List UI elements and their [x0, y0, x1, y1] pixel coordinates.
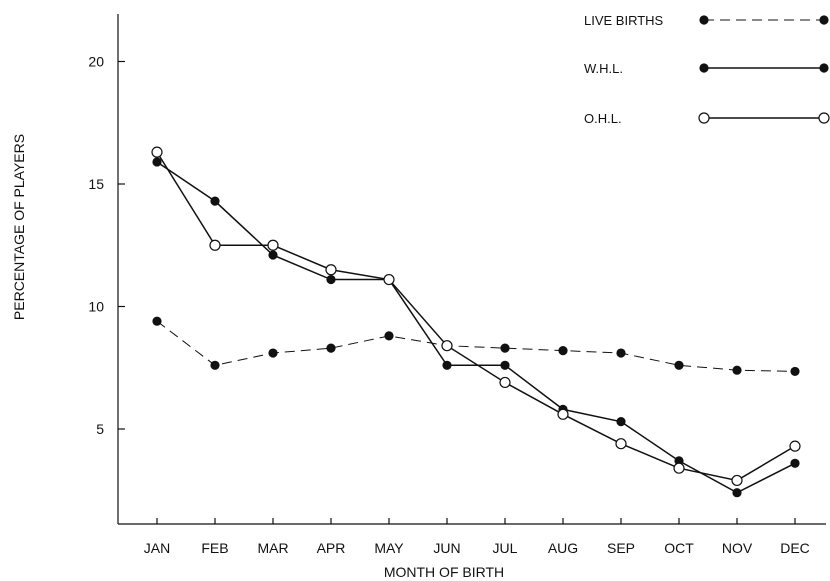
data-point: [210, 196, 220, 206]
x-tick-label: NOV: [722, 540, 753, 556]
x-tick-label: FEB: [201, 540, 228, 556]
x-tick-label: JUN: [433, 540, 460, 556]
legend-label: W.H.L.: [584, 61, 623, 76]
data-point: [615, 438, 627, 450]
x-axis-title: MONTH OF BIRTH: [384, 564, 504, 580]
y-tick-label: 10: [88, 299, 104, 315]
legend: LIVE BIRTHS W.H.L. O.H.L.: [584, 13, 830, 126]
data-point: [732, 488, 742, 498]
data-point: [500, 343, 510, 353]
data-point: [267, 239, 279, 251]
data-point: [441, 340, 453, 352]
series-line: [156, 151, 796, 482]
y-tick-label: 5: [96, 421, 104, 437]
series-line: [156, 320, 796, 372]
legend-label: O.H.L.: [584, 111, 622, 126]
y-axis-title: PERCENTAGE OF PLAYERS: [11, 134, 27, 320]
data-point: [790, 458, 800, 468]
data-point: [268, 348, 278, 358]
x-tick-label: AUG: [548, 540, 578, 556]
data-point: [499, 376, 511, 389]
x-tick-label: SEP: [607, 540, 635, 556]
y-tick-label: 15: [88, 176, 104, 192]
legend-marker: [699, 15, 709, 25]
series-3: [151, 146, 801, 487]
data-point: [151, 146, 163, 158]
x-tick-label: APR: [317, 540, 346, 556]
tick-labels: 5 10 15 20 JAN FEB MAR APR MAY JUN JUL AUG SEP OCT NOV…: [88, 54, 809, 557]
y-tick-label: 20: [88, 54, 104, 70]
legend-marker: [699, 63, 709, 73]
legend-marker: [818, 112, 830, 124]
legend-marker: [819, 63, 829, 73]
data-point: [732, 365, 742, 375]
legend-item: W.H.L.: [584, 61, 829, 76]
series-2: [152, 157, 800, 498]
series-1: [152, 316, 800, 377]
data-point: [789, 440, 801, 452]
data-point: [268, 250, 278, 260]
data-point: [325, 264, 337, 276]
series-group: [151, 146, 801, 498]
legend-marker: [819, 15, 829, 25]
x-tick-label: JUL: [493, 540, 518, 556]
x-tick-label: DEC: [780, 540, 810, 556]
data-point: [210, 360, 220, 370]
data-point: [209, 239, 221, 251]
data-point: [383, 273, 395, 286]
x-tick-label: MAY: [374, 540, 404, 556]
legend-item: LIVE BIRTHS: [584, 13, 829, 28]
legend-marker: [698, 112, 710, 124]
data-point: [442, 360, 452, 370]
data-point: [326, 343, 336, 353]
x-tick-label: OCT: [664, 540, 694, 556]
data-point: [326, 274, 336, 285]
data-point: [790, 366, 800, 377]
data-point: [731, 474, 743, 487]
legend-label: LIVE BIRTHS: [584, 13, 664, 28]
data-point: [616, 348, 626, 358]
x-tick-label: MAR: [257, 540, 288, 556]
data-point: [500, 360, 510, 370]
data-point: [152, 157, 162, 167]
axes: [117, 14, 826, 525]
legend-item: O.H.L.: [584, 111, 830, 126]
data-point: [152, 316, 162, 326]
data-point: [674, 360, 684, 370]
x-tick-label: JAN: [144, 540, 170, 556]
data-point: [384, 331, 394, 341]
data-point: [557, 408, 569, 420]
data-point: [558, 346, 568, 356]
series-line: [156, 161, 796, 494]
data-point: [673, 462, 685, 474]
data-point: [616, 417, 626, 427]
